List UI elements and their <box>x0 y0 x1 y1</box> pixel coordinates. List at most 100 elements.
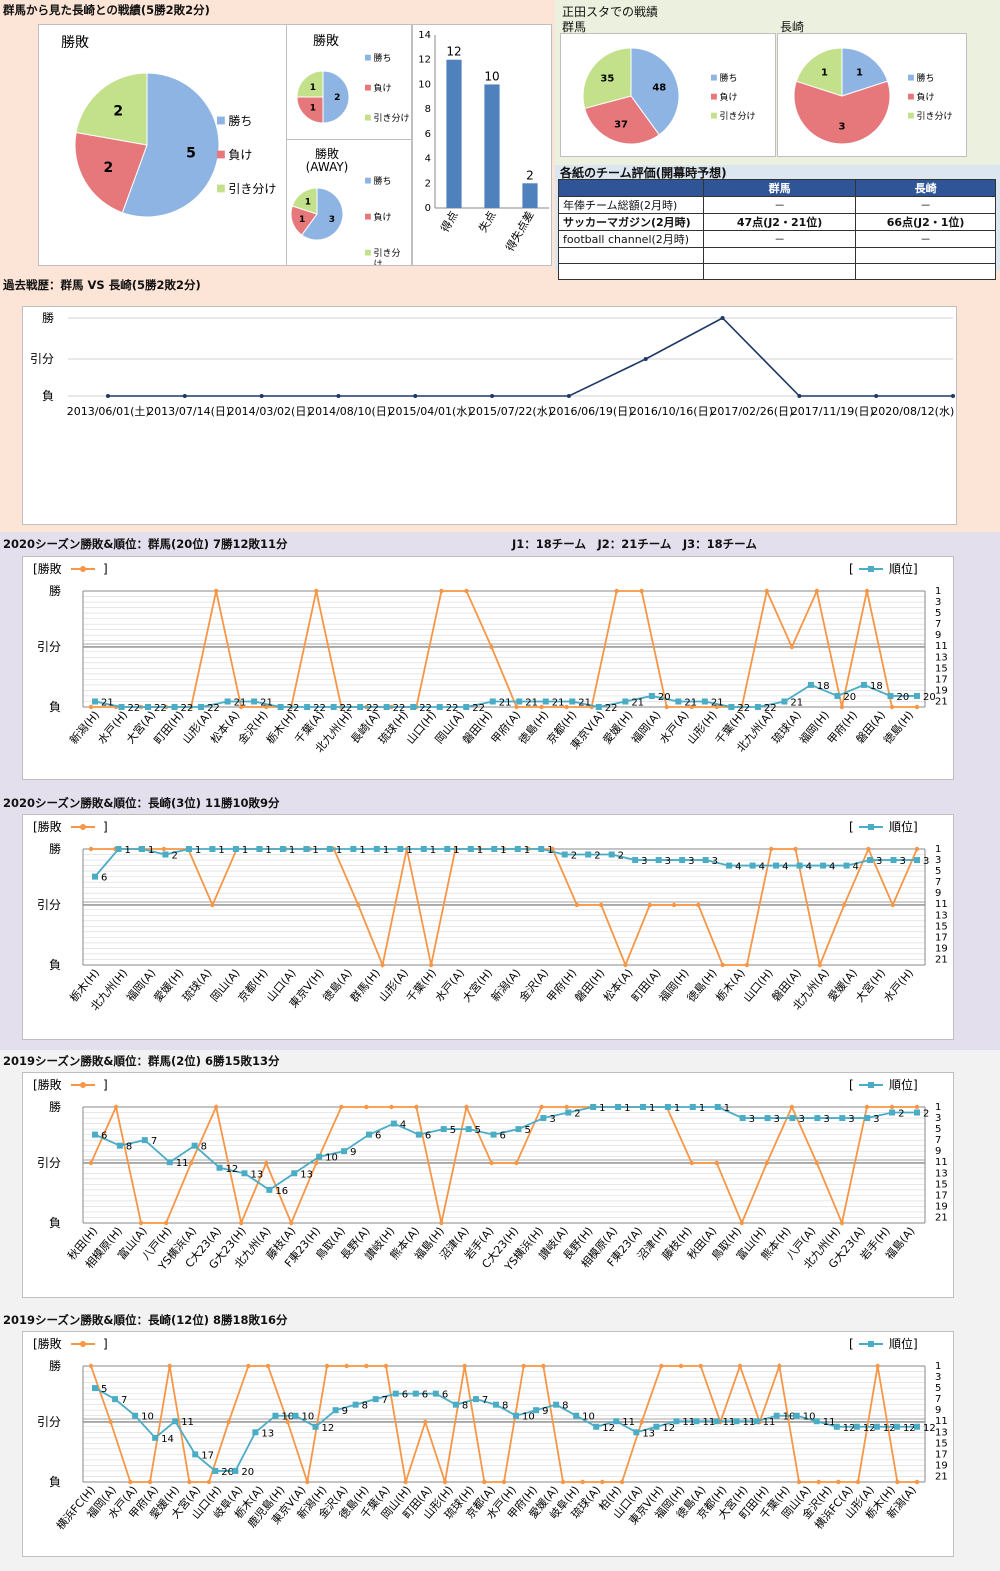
eval-cell <box>702 247 857 264</box>
rank-point <box>833 1423 840 1430</box>
rank-point <box>540 1115 547 1122</box>
pie-slice-win <box>630 47 680 136</box>
venue-gunma-box: 48 37 35 勝ち 負け 引き分け <box>560 33 776 157</box>
rank-label: 9 <box>350 1147 356 1158</box>
rank-label: 4 <box>806 862 812 873</box>
rank-label: 3 <box>549 1114 555 1125</box>
y-label: 負 <box>49 1475 61 1489</box>
result-point <box>574 902 580 908</box>
right-tick-label: 9 <box>935 630 941 641</box>
rank-label: 6 <box>402 1390 408 1401</box>
result-point <box>489 644 494 650</box>
rank-label: 6 <box>375 1131 381 1142</box>
rank-label: 10 <box>301 1412 314 1423</box>
right-tick-label: 17 <box>935 1190 948 1201</box>
y-label: 負 <box>49 700 61 714</box>
right-tick-label: 17 <box>935 932 948 943</box>
eval-table: 群馬 長崎 年俸チーム総額(2月時) －－サッカーマガジン(2月時) 47点(J2・21… <box>558 179 996 280</box>
rank-label: 16 <box>275 1186 288 1197</box>
rank-label: 4 <box>782 862 788 873</box>
eval-cell: － <box>855 230 996 248</box>
rank-label: 6 <box>422 1390 428 1401</box>
legend-label-win: 勝ち <box>720 72 738 84</box>
legend-label-lose: 負け <box>917 91 935 103</box>
rank-point <box>753 1418 760 1425</box>
result-point <box>324 1363 330 1369</box>
rank-label: 10 <box>522 1412 535 1423</box>
y-label: 負 <box>49 1216 61 1230</box>
legend-result-marker <box>80 566 86 572</box>
rank-point <box>185 846 192 852</box>
rank-label: 21 <box>684 697 697 708</box>
rank-point <box>266 1186 273 1193</box>
rank-label: 1 <box>195 845 201 856</box>
result-point <box>439 588 444 594</box>
rank-point <box>573 1412 580 1419</box>
legend-label-lose: 負け <box>720 91 738 103</box>
result-point <box>889 704 895 710</box>
rank-label: 1 <box>477 845 483 856</box>
result-point <box>285 1419 290 1425</box>
rank-label: 7 <box>151 1136 157 1147</box>
rank-label: 22 <box>207 703 220 714</box>
rank-point <box>632 857 639 864</box>
rank-point <box>92 873 98 880</box>
legend-result-label: [勝敗 <box>33 561 62 576</box>
history-point <box>797 394 802 398</box>
rank-label: 21 <box>499 697 512 708</box>
rank-label: 8 <box>562 1401 568 1412</box>
right-tick-label: 21 <box>935 954 948 965</box>
result-point <box>344 1363 349 1369</box>
result-point <box>265 1363 271 1369</box>
pie-title: 勝敗 <box>315 146 339 161</box>
y-tick-label: 2 <box>425 178 431 189</box>
rank-point <box>873 1423 880 1430</box>
rank-point <box>514 846 521 852</box>
result-point <box>764 1160 770 1166</box>
rank-point <box>304 704 311 710</box>
history-point <box>566 394 571 398</box>
rank-label: 3 <box>873 1114 879 1125</box>
rank-label: 1 <box>148 845 154 856</box>
legend-rank-label: 順位] <box>889 1336 918 1351</box>
legend-label-lose: 負け <box>228 148 252 162</box>
eval-cell: － <box>702 196 857 214</box>
result-point <box>619 1479 625 1485</box>
rank-point <box>415 1131 422 1138</box>
result-point <box>462 1363 467 1369</box>
rank-label: 20 <box>658 692 671 703</box>
result-point <box>839 704 845 710</box>
rank-point <box>673 1418 680 1425</box>
rank-point <box>452 1401 459 1408</box>
rank-point <box>853 1423 860 1430</box>
legend-rank-label: 順位] <box>889 819 918 834</box>
rank-label: 21 <box>578 697 591 708</box>
rank-label: 6 <box>425 1131 431 1142</box>
rank-point <box>162 851 169 858</box>
rank-label: 22 <box>764 703 777 714</box>
rank-point <box>92 698 98 705</box>
result-point <box>514 704 519 710</box>
right-tick-label: 11 <box>935 1416 948 1427</box>
x-tick-label: 得点 <box>438 209 460 235</box>
rank-point <box>491 846 498 852</box>
rank-label: 7 <box>121 1395 127 1406</box>
rank-point <box>332 1407 339 1414</box>
record-title: 群馬から見た長崎との戦績(5勝2敗2分) <box>3 3 210 17</box>
pie-slice-lose <box>793 80 891 145</box>
result-point <box>264 704 269 710</box>
legend-swatch-draw <box>711 112 717 119</box>
rank-point <box>251 698 258 705</box>
result-point <box>88 1363 94 1369</box>
rank-label: 1 <box>383 845 389 856</box>
rank-point <box>316 1153 323 1160</box>
eval-cell <box>558 247 704 264</box>
rank-point <box>444 846 451 852</box>
rank-point <box>489 698 496 705</box>
x-tick-label: 愛媛(H) <box>151 966 187 1005</box>
eval-cell: － <box>702 230 857 248</box>
rank-label: 3 <box>641 856 647 867</box>
result-point <box>564 704 569 710</box>
result-point <box>580 1479 585 1485</box>
